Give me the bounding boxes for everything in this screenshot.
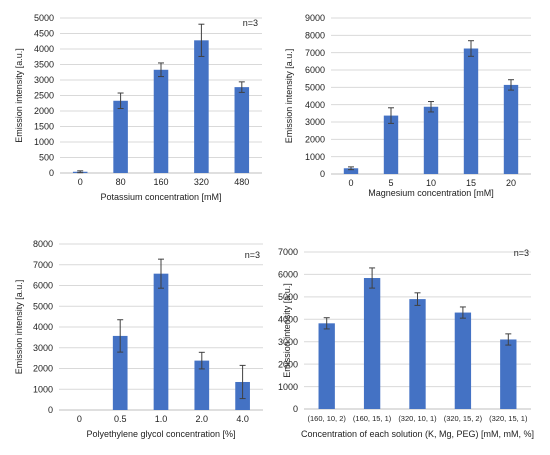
y-axis-title: Emission intensity [a.u.] [284,49,294,144]
chart-panel-3: 0 1000 2000 3000 4000 5000 6000 7000 8000 0 0.5 1.0… [14,239,263,439]
y-tick-label: 0 [48,405,53,415]
y-tick-label: 1000 [33,384,53,394]
chart-panel-4: 0 1000 2000 3000 4000 5000 6000 7000 (160, 10, 2… [278,247,534,439]
y-tick-label: 1000 [278,382,298,392]
bar [234,87,250,173]
x-axis-title: Polyethylene glycol concentration [%] [86,429,235,439]
bar [153,273,169,410]
chart-panel-2: 0 1000 2000 3000 4000 5000 6000 7000 8000 9000 0 5 1… [284,13,531,198]
bar [194,40,209,173]
bar [112,335,128,410]
y-tick-label: 1000 [34,137,54,147]
y-tick-label: 1500 [34,122,54,132]
sample-size-annotation: n=3 [514,248,529,258]
y-tick-label: 7000 [33,260,53,270]
bar [343,168,359,174]
y-tick-label: 2500 [34,91,54,101]
y-tick-label: 3000 [33,343,53,353]
x-tick-label: 20 [506,178,516,188]
bar [463,48,479,174]
y-tick-label: 4000 [33,322,53,332]
y-tick-label: 3500 [34,60,54,70]
x-tick-label: 4.0 [236,414,249,424]
bar [409,299,426,409]
y-axis-title: Emission intensity [a.u.] [282,283,292,378]
y-tick-label: 6000 [305,65,325,75]
y-tick-label: 4500 [34,29,54,39]
x-tick-label: (160, 10, 2) [308,414,347,423]
y-tick-label: 3000 [278,337,298,347]
x-axis-title: Potassium concentration [mM] [100,192,221,202]
y-tick-label: 5000 [305,83,325,93]
x-tick-label: 480 [234,177,249,187]
y-tick-label: 8000 [305,31,325,41]
y-tick-label: 5000 [278,292,298,302]
y-tick-label: 500 [39,153,54,163]
y-tick-label: 2000 [33,364,53,374]
x-tick-label: 10 [426,178,436,188]
bar [113,100,128,173]
x-tick-label: 0 [78,177,83,187]
x-tick-label: (320, 15, 1) [489,414,528,423]
bar [383,115,399,174]
x-tick-label: 15 [466,178,476,188]
y-tick-label: 4000 [34,44,54,54]
x-tick-label: (320, 10, 1) [398,414,437,423]
y-tick-label: 7000 [305,48,325,58]
x-tick-label: 1.0 [155,414,168,424]
x-tick-label: 320 [194,177,209,187]
bar [194,360,210,410]
bar [363,278,381,409]
bar [318,323,335,409]
y-axis-title: Emission intensity [a.u.] [14,280,24,375]
x-tick-label: 2.0 [196,414,209,424]
y-tick-label: 0 [49,168,54,178]
x-tick-label: 80 [116,177,126,187]
y-tick-label: 6000 [278,270,298,280]
bar [153,69,169,173]
sample-size-annotation: n=3 [245,250,260,260]
x-tick-label: 0.5 [114,414,127,424]
x-tick-label: (320, 15, 2) [444,414,483,423]
y-tick-label: 8000 [33,239,53,249]
x-axis-title: Concentration of each solution (K, Mg, P… [301,429,534,439]
y-tick-label: 2000 [278,359,298,369]
x-tick-label: 0 [348,178,353,188]
y-tick-label: 5000 [34,13,54,23]
bar [454,312,472,409]
y-tick-label: 3000 [34,75,54,85]
x-tick-label: 5 [388,178,393,188]
y-tick-label: 7000 [278,247,298,257]
y-tick-label: 4000 [305,100,325,110]
x-tick-label: 160 [153,177,168,187]
y-tick-label: 3000 [305,117,325,127]
y-tick-label: 0 [293,404,298,414]
y-tick-label: 2000 [305,135,325,145]
x-tick-label: (160, 15, 1) [353,414,392,423]
y-axis-title: Emission intensity [a.u.] [14,48,24,143]
y-tick-label: 4000 [278,314,298,324]
y-tick-label: 0 [320,169,325,179]
sample-size-annotation: n=3 [243,18,258,28]
y-tick-label: 2000 [34,106,54,116]
y-tick-label: 5000 [33,301,53,311]
bar [423,106,439,174]
bar [500,339,517,409]
y-tick-label: 9000 [305,13,325,23]
x-axis-title: Magnesium concentration [mM] [368,188,494,198]
y-tick-label: 6000 [33,281,53,291]
y-tick-label: 1000 [305,152,325,162]
bar [503,84,519,174]
x-tick-label: 0 [77,414,82,424]
chart-panel-1: 0 500 1000 1500 2000 2500 3000 3500 4000 4500 5000… [14,13,262,202]
